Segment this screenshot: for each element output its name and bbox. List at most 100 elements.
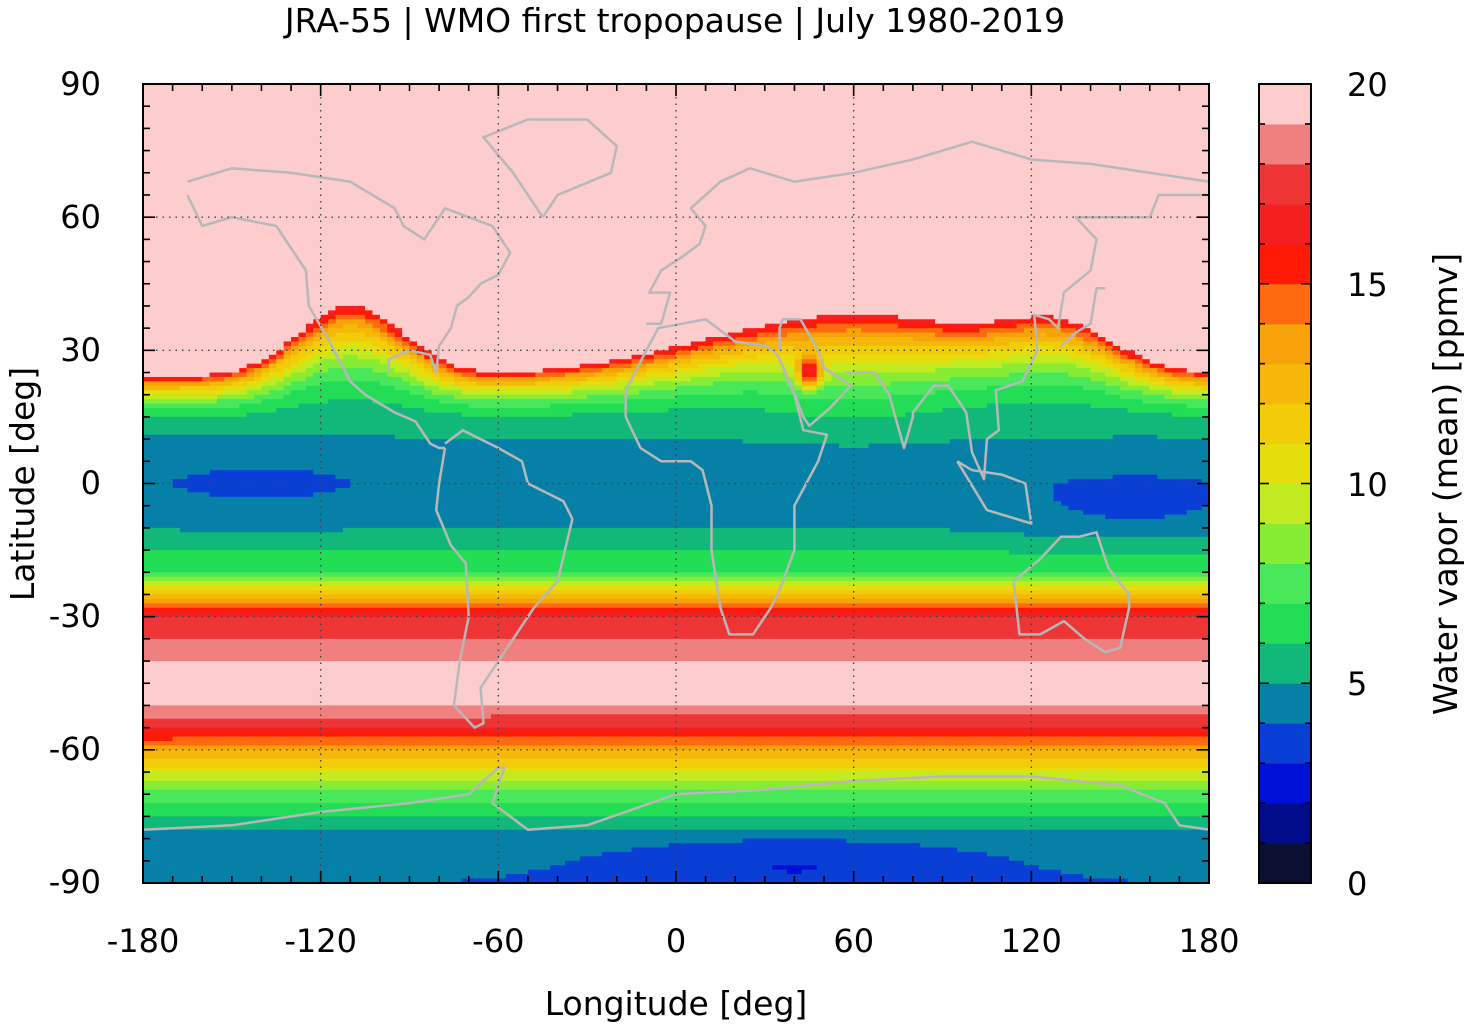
field-cell — [143, 567, 1209, 573]
field-cell — [143, 403, 240, 409]
field-cell — [801, 412, 907, 418]
field-cell — [143, 337, 292, 343]
field-cell — [320, 359, 381, 365]
field-cell — [276, 381, 292, 387]
field-cell — [143, 874, 507, 880]
field-cell — [1023, 532, 1209, 538]
field-cell — [379, 314, 818, 320]
field-cell — [409, 350, 418, 356]
field-cell — [305, 385, 396, 391]
field-cell — [143, 501, 1062, 507]
field-cell — [1023, 328, 1062, 334]
field-cell — [239, 368, 248, 374]
field-cell — [831, 376, 951, 383]
field-cell — [143, 740, 1209, 746]
field-cell — [402, 345, 411, 351]
field-cell — [601, 368, 625, 374]
field-cell — [172, 483, 351, 489]
field-cell — [1083, 874, 1209, 880]
field-cell — [1016, 323, 1062, 329]
field-cell — [1127, 878, 1209, 883]
field-cell — [453, 394, 588, 400]
field-cell — [638, 354, 655, 360]
field-cell — [313, 350, 329, 356]
field-cell — [624, 399, 1143, 405]
field-cell — [342, 527, 951, 533]
field-cell — [143, 487, 189, 493]
field-cell — [668, 843, 921, 849]
field-cell — [601, 851, 988, 857]
field-cell — [1009, 341, 1069, 347]
field-cell — [143, 554, 1209, 560]
field-cell — [727, 332, 736, 338]
x-tick-label: 60 — [833, 922, 874, 960]
field-cell — [143, 363, 248, 369]
field-cell — [653, 354, 677, 360]
field-cell — [453, 372, 462, 378]
field-cell — [209, 372, 226, 378]
field-cell — [1201, 505, 1209, 511]
coastline — [778, 318, 852, 428]
field-cell — [1083, 341, 1099, 347]
field-cell — [801, 385, 818, 391]
field-cell — [816, 390, 936, 396]
field-cell — [535, 372, 566, 378]
colorbar-tick-marks — [1259, 83, 1311, 884]
field-cell — [143, 585, 1209, 591]
field-cell — [949, 376, 1092, 383]
field-cell — [143, 629, 1209, 636]
field-cell — [646, 372, 677, 378]
field-cell — [143, 150, 1209, 156]
field-cell — [986, 851, 1209, 857]
field-cell — [1157, 372, 1173, 378]
field-cell — [365, 332, 381, 338]
field-cell — [143, 643, 1209, 649]
field-cell — [261, 363, 270, 369]
field-cell — [431, 359, 440, 365]
field-cell — [335, 305, 366, 311]
field-cell — [824, 372, 833, 378]
field-cell — [801, 372, 818, 378]
field-cell — [231, 381, 248, 387]
field-cell — [1083, 359, 1106, 365]
field-cell — [291, 372, 314, 378]
field-cell — [742, 439, 951, 445]
field-cell — [387, 372, 411, 378]
field-cell — [372, 328, 381, 334]
field-cell — [1149, 359, 1209, 365]
coastline — [844, 193, 1209, 481]
field-cell — [143, 807, 1209, 813]
field-cell — [246, 412, 462, 418]
field-cell — [1075, 350, 1092, 356]
field-cell — [1068, 341, 1084, 347]
field-cell — [609, 359, 618, 365]
field-cell — [742, 328, 759, 334]
field-cell — [794, 385, 803, 391]
field-cell — [631, 354, 640, 360]
field-cell — [394, 354, 411, 360]
field-cell — [476, 372, 536, 378]
field-cell — [143, 865, 551, 871]
field-cell — [246, 372, 255, 378]
field-cell — [764, 408, 944, 414]
field-cell — [298, 345, 307, 351]
field-cell — [409, 372, 418, 378]
field-cell — [431, 376, 440, 383]
field-cell — [143, 869, 529, 875]
field-cell — [1060, 319, 1069, 325]
field-cell — [291, 341, 300, 347]
field-cell — [1171, 372, 1195, 378]
field-cell — [690, 376, 796, 383]
field-cell — [143, 412, 248, 418]
field-cell — [942, 328, 981, 334]
field-cell — [143, 177, 1209, 183]
field-cell — [313, 319, 329, 325]
field-cell — [143, 820, 1209, 826]
field-cell — [143, 496, 1055, 502]
field-cell — [816, 323, 899, 329]
coastlines — [143, 118, 1209, 831]
field-cell — [335, 319, 366, 325]
field-cell — [779, 323, 818, 329]
field-cell — [1068, 479, 1203, 485]
field-cell — [283, 376, 307, 383]
